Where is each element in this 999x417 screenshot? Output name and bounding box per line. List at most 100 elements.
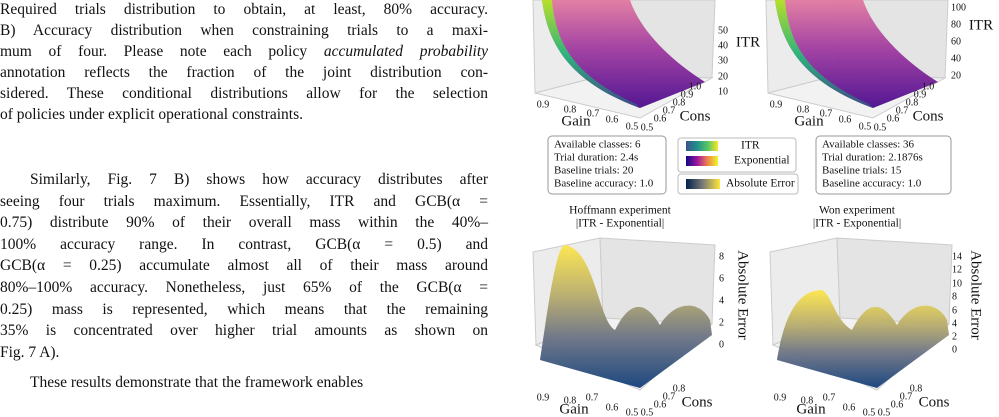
legend-swatch [686, 179, 720, 189]
z-tick-label: 40 [718, 40, 728, 51]
cons-tick-label: 0.6 [887, 113, 900, 124]
gain-tick-label: 0.7 [820, 108, 833, 119]
info-line: Baseline accuracy: 1.0 [554, 178, 654, 190]
caption-line: sidered. These conditional distributions… [0, 85, 488, 102]
legend-swatch [686, 141, 718, 151]
paragraph-line: Fig. 7 A). [0, 343, 60, 361]
legend-label: ITR [741, 140, 760, 152]
paragraph-line: 0.75) distribute 90% of their overall ma… [0, 214, 488, 232]
caption-line: annotation reflects the fraction of the … [0, 64, 488, 81]
surface [777, 290, 949, 388]
gain-tick-label: 0.5 [626, 407, 639, 417]
cons-tick-label: 0.7 [900, 391, 913, 402]
surface [775, 0, 938, 108]
cons-tick-label: 0.6 [654, 399, 667, 410]
gain-tick-label: 0.8 [797, 104, 810, 115]
gain-tick-label: 0.8 [564, 395, 577, 406]
gain-tick-label: 0.5 [626, 121, 639, 132]
gain-axis-label: Gain [796, 401, 826, 417]
gain-tick-label: 0.9 [537, 99, 550, 110]
gain-tick-label: 0.6 [843, 402, 856, 413]
cons-tick-label: 0.8 [910, 383, 923, 394]
gain-tick-label: 0.9 [537, 392, 550, 403]
cons-tick-label: 0.8 [673, 97, 686, 108]
legend-swatch [686, 156, 718, 166]
gain-tick-label: 0.6 [839, 114, 852, 125]
surface [542, 0, 705, 108]
gain-tick-label: 0.7 [586, 392, 599, 403]
paragraph-line: GCB(α = 0.25) accumulate almost all of t… [0, 257, 488, 275]
paragraph-line: These results demonstrate that the frame… [30, 374, 364, 391]
caption-line: B) Accuracy distribution when constraini… [0, 22, 488, 39]
z-axis-label: Absolute Error [968, 250, 984, 340]
plot-title: |ITR - Exponential| [813, 218, 901, 230]
info-line: Trial duration: 2.1876s [822, 152, 923, 164]
cons-tick-label: 0.7 [663, 105, 676, 116]
z-tick-label: 10 [952, 278, 962, 289]
info-line: Available classes: 36 [822, 139, 915, 151]
info-line: Baseline trials: 15 [822, 165, 902, 177]
z-tick-label: 0 [719, 339, 724, 350]
info-line: Trial duration: 2.4s [554, 152, 638, 164]
z-tick-label: 40 [951, 53, 961, 64]
legend-label: Absolute Error [726, 178, 795, 190]
plot-title: Hoffmann experiment [569, 205, 671, 217]
paragraph-line: 0.25) mass is represented, which means t… [0, 300, 488, 318]
paragraph-line: 35% is concentrated over higher trial am… [0, 322, 488, 340]
gain-tick-label: 0.5 [863, 407, 876, 417]
z-tick-label: 4 [719, 295, 724, 306]
legend-label: Exponential [734, 155, 790, 167]
paragraph-line: 80%–100% accuracy. Nonetheless, just 65%… [0, 279, 488, 296]
cons-tick-label: 1.0 [689, 81, 702, 92]
cons-tick-label: 0.9 [914, 89, 927, 100]
cons-tick-label: 0.7 [896, 105, 909, 116]
z-tick-label: 10 [718, 86, 728, 97]
z-tick-label: 80 [951, 19, 961, 30]
cons-tick-label: 0.8 [906, 97, 919, 108]
z-tick-label: 8 [719, 251, 724, 262]
cons-tick-label: 0.5 [874, 122, 887, 133]
caption-text: mum of four. Please note each policy [0, 43, 308, 60]
z-axis-label: ITR [736, 34, 760, 50]
z-tick-label: 8 [952, 291, 957, 302]
plot-title: |ITR - Exponential| [576, 218, 664, 230]
gain-tick-label: 0.9 [770, 99, 783, 110]
info-box [547, 135, 667, 195]
gain-tick-label: 0.7 [823, 392, 836, 403]
info-box [815, 135, 952, 195]
caption-line: of policies under explicit operational c… [0, 106, 304, 123]
gain-axis-label: Gain [559, 401, 589, 417]
surface-edge [542, 0, 640, 108]
gain-tick-label: 0.5 [859, 121, 872, 132]
cons-tick-label: 0.7 [663, 391, 676, 402]
cons-tick-label: 0.8 [673, 383, 686, 394]
z-tick-label: 6 [719, 273, 724, 284]
surface-edge [775, 0, 873, 108]
gain-tick-label: 0.8 [801, 395, 814, 406]
surface [540, 245, 712, 388]
z-tick-label: 20 [951, 70, 961, 81]
cons-tick-label: 0.9 [681, 89, 694, 100]
paragraph-line: Similarly, Fig. 7 B) shows how accuracy … [30, 171, 488, 188]
z-tick-label: 6 [952, 305, 957, 316]
cons-axis-label: Cons [682, 394, 713, 410]
z-tick-label: 100 [951, 2, 966, 13]
gain-tick-label: 0.6 [606, 402, 619, 413]
cons-tick-label: 0.6 [891, 399, 904, 410]
gain-tick-label: 0.8 [564, 104, 577, 115]
cons-axis-label: Cons [680, 108, 711, 124]
cons-tick-label: 1.0 [922, 81, 935, 92]
gain-axis-label: Gain [561, 113, 591, 129]
z-tick-label: 4 [952, 318, 957, 329]
info-line: Baseline trials: 20 [554, 165, 634, 177]
cons-axis-label: Cons [913, 108, 944, 124]
z-tick-label: 2 [719, 317, 724, 328]
z-tick-label: 14 [952, 251, 962, 262]
z-axis-label: Absolute Error [735, 250, 751, 340]
z-tick-label: 20 [718, 71, 728, 82]
z-tick-label: 0 [952, 344, 957, 355]
z-tick-label: 50 [718, 25, 728, 36]
